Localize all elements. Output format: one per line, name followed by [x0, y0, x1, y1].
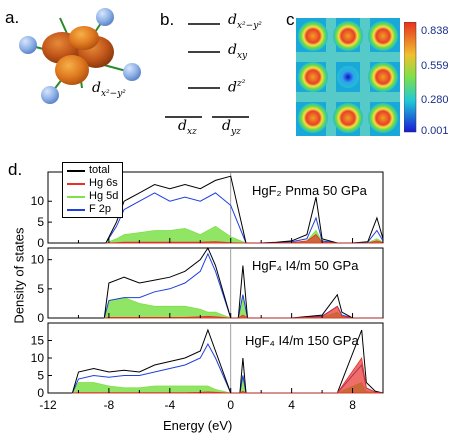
series-total-3 [71, 328, 384, 394]
level-label-dx2y2: dx²−y² [228, 12, 262, 31]
panel-d-letter: d. [8, 160, 23, 179]
lobe-bottom [55, 55, 89, 85]
subpanel-label-3: HgF₄ I4/m 150 GPa [245, 333, 359, 348]
legend-item-hg6s: Hg 6s [67, 177, 118, 190]
level-label-dxy: dxy [228, 42, 248, 61]
legend-item-f2p: F 2p [67, 203, 118, 216]
ytick-label-3-1: 5 [37, 369, 44, 383]
xtick-label-0: -12 [39, 398, 57, 412]
colorbar-tick-4: 0.001 [421, 125, 449, 137]
ytick-label-1-0: 0 [37, 236, 44, 250]
xtick-label-5: 8 [349, 398, 356, 412]
panel-a-letter: a. [5, 8, 20, 27]
level-label-dxz: dxz [178, 118, 197, 137]
ytick-label-2-2: 10 [31, 253, 45, 267]
colorbar [404, 22, 417, 133]
ytick-label-1-2: 10 [31, 194, 45, 208]
ytick-label-2-0: 0 [37, 311, 44, 325]
colorbar-tick-2: 0.559 [421, 60, 449, 72]
panel-a-orbital-label: dx²−y² [92, 80, 126, 99]
subpanel-label-1: HgF₂ Pnma 50 GPa [252, 183, 367, 198]
charge-density-map [296, 18, 400, 136]
lobe-top [69, 26, 99, 50]
fluorine-atom-3 [41, 86, 59, 104]
level-label-dyz: dyz [222, 118, 241, 137]
xtick-label-4: 4 [288, 398, 295, 412]
series-hg-6s-2 [104, 305, 383, 319]
xtick-label-2: -4 [164, 398, 175, 412]
dos-xlabel: Energy (eV) [163, 418, 233, 433]
ytick-label-3-0: 0 [37, 386, 44, 400]
ytick-label-3-3: 15 [31, 334, 45, 348]
panel-c-letter: c. [286, 10, 300, 29]
orbital-lobes-figure [19, 8, 141, 104]
level-label-dz2: dz² [228, 79, 246, 96]
fluorine-atom-4 [123, 63, 141, 81]
series-hg-6s-1 [105, 234, 384, 244]
xtick-label-1: -8 [104, 398, 115, 412]
ytick-label-2-1: 5 [37, 282, 44, 296]
subpanel-label-2: HgF₄ I4/m 50 GPa [252, 258, 359, 273]
energy-level-diagram [165, 23, 249, 118]
legend-item-hg5d: Hg 5d [67, 190, 118, 203]
ytick-label-1-1: 5 [37, 215, 44, 229]
dos-legend: total Hg 6s Hg 5d F 2p [62, 162, 124, 218]
legend-item-total: total [67, 164, 118, 177]
series-hg-6s-3 [72, 356, 384, 394]
colorbar-tick-3: 0.280 [421, 94, 449, 106]
colorbar-tick-1: 0.838 [421, 25, 449, 37]
ytick-label-3-2: 10 [31, 351, 45, 365]
fluorine-atom-1 [19, 36, 37, 54]
fluorine-atom-2 [96, 8, 114, 26]
xtick-label-3: 0 [227, 398, 234, 412]
panel-b-letter: b. [160, 10, 175, 29]
